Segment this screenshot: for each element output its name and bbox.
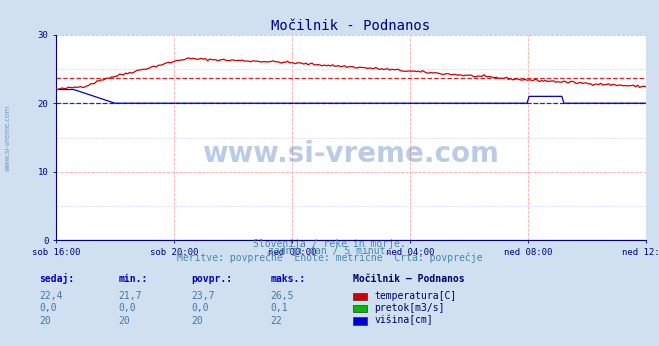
Text: maks.:: maks.: xyxy=(270,274,305,284)
Title: Močilnik - Podnanos: Močilnik - Podnanos xyxy=(272,19,430,34)
Text: Slovenija / reke in morje.: Slovenija / reke in morje. xyxy=(253,239,406,249)
Text: www.si-vreme.com: www.si-vreme.com xyxy=(202,140,500,168)
Text: sedaj:: sedaj: xyxy=(40,273,74,284)
Text: povpr.:: povpr.: xyxy=(191,274,232,284)
Text: 0,1: 0,1 xyxy=(270,303,288,313)
Text: 0,0: 0,0 xyxy=(119,303,136,313)
Text: min.:: min.: xyxy=(119,274,148,284)
Text: pretok[m3/s]: pretok[m3/s] xyxy=(374,303,445,313)
Text: 0,0: 0,0 xyxy=(40,303,57,313)
Text: 23,7: 23,7 xyxy=(191,291,215,301)
Text: 0,0: 0,0 xyxy=(191,303,209,313)
Text: 22: 22 xyxy=(270,316,282,326)
Text: 20: 20 xyxy=(119,316,130,326)
Text: www.si-vreme.com: www.si-vreme.com xyxy=(5,105,11,172)
Text: Meritve: povprečne  Enote: metrične  Črta: povprečje: Meritve: povprečne Enote: metrične Črta:… xyxy=(177,251,482,263)
Text: 21,7: 21,7 xyxy=(119,291,142,301)
Text: 20: 20 xyxy=(191,316,203,326)
Text: 22,4: 22,4 xyxy=(40,291,63,301)
Text: 26,5: 26,5 xyxy=(270,291,294,301)
Text: Močilnik – Podnanos: Močilnik – Podnanos xyxy=(353,274,464,284)
Text: zadnji dan / 5 minut.: zadnji dan / 5 minut. xyxy=(268,246,391,256)
Text: višina[cm]: višina[cm] xyxy=(374,315,433,326)
Text: 20: 20 xyxy=(40,316,51,326)
Text: temperatura[C]: temperatura[C] xyxy=(374,291,457,301)
